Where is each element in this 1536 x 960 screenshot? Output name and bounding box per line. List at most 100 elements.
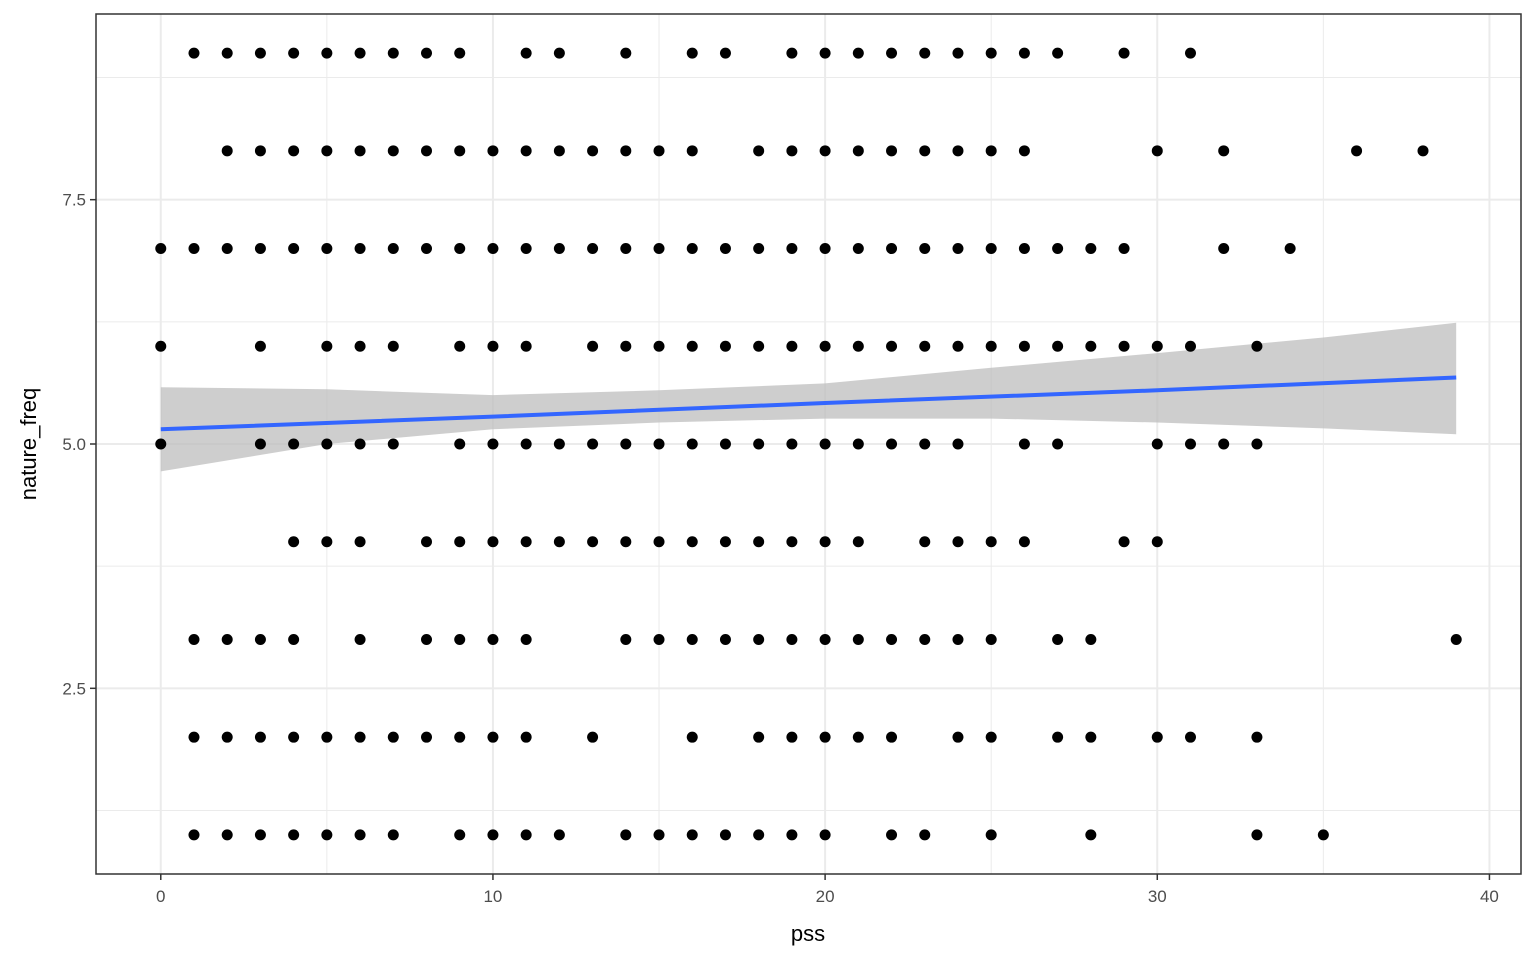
- data-point: [753, 829, 765, 841]
- data-point: [620, 145, 632, 157]
- data-point: [553, 145, 565, 157]
- data-point: [454, 145, 466, 157]
- data-point: [620, 47, 632, 59]
- data-point: [520, 438, 532, 450]
- data-point: [985, 731, 997, 743]
- x-tick-label: 0: [156, 887, 165, 906]
- data-point: [819, 731, 831, 743]
- data-point: [753, 536, 765, 548]
- data-point: [919, 243, 931, 255]
- data-point: [719, 633, 731, 645]
- data-point: [686, 243, 698, 255]
- x-tick-label: 20: [816, 887, 835, 906]
- data-point: [254, 145, 266, 157]
- data-point: [1052, 438, 1064, 450]
- data-point: [786, 340, 798, 352]
- data-point: [753, 438, 765, 450]
- data-point: [387, 731, 399, 743]
- data-point: [553, 47, 565, 59]
- data-point: [387, 243, 399, 255]
- data-point: [1118, 536, 1130, 548]
- data-point: [454, 340, 466, 352]
- data-point: [1251, 438, 1263, 450]
- data-point: [686, 340, 698, 352]
- data-point: [454, 438, 466, 450]
- data-point: [487, 438, 499, 450]
- data-point: [288, 633, 300, 645]
- data-point: [354, 633, 366, 645]
- data-point: [421, 731, 433, 743]
- data-point: [1184, 731, 1196, 743]
- data-point: [1118, 47, 1130, 59]
- data-point: [719, 536, 731, 548]
- data-point: [354, 438, 366, 450]
- data-point: [421, 633, 433, 645]
- data-point: [354, 829, 366, 841]
- data-point: [719, 438, 731, 450]
- data-point: [321, 731, 333, 743]
- x-axis-title: pss: [791, 921, 825, 946]
- data-point: [487, 829, 499, 841]
- data-point: [653, 536, 665, 548]
- data-point: [288, 47, 300, 59]
- data-point: [487, 633, 499, 645]
- data-point: [454, 633, 466, 645]
- data-point: [620, 340, 632, 352]
- data-point: [819, 340, 831, 352]
- data-point: [321, 340, 333, 352]
- data-point: [221, 243, 233, 255]
- y-axis-ticks: 2.5 5.0 7.5: [62, 191, 96, 698]
- data-point: [985, 340, 997, 352]
- data-point: [155, 340, 167, 352]
- data-point: [753, 731, 765, 743]
- data-point: [188, 731, 200, 743]
- data-point: [886, 340, 898, 352]
- data-point: [1218, 243, 1230, 255]
- data-point: [288, 731, 300, 743]
- data-point: [354, 536, 366, 548]
- data-point: [819, 47, 831, 59]
- data-point: [985, 243, 997, 255]
- data-point: [487, 145, 499, 157]
- data-point: [1251, 829, 1263, 841]
- data-point: [852, 536, 864, 548]
- data-point: [1085, 243, 1097, 255]
- data-point: [387, 145, 399, 157]
- data-point: [919, 145, 931, 157]
- data-point: [354, 47, 366, 59]
- data-point: [454, 536, 466, 548]
- data-point: [1151, 438, 1163, 450]
- data-point: [852, 731, 864, 743]
- data-point: [587, 731, 599, 743]
- data-point: [387, 438, 399, 450]
- data-point: [188, 243, 200, 255]
- data-point: [719, 243, 731, 255]
- data-point: [254, 633, 266, 645]
- data-point: [1351, 145, 1363, 157]
- confidence-band-area: [160, 322, 1457, 472]
- data-point: [620, 829, 632, 841]
- data-point: [919, 438, 931, 450]
- data-point: [1151, 340, 1163, 352]
- data-point: [254, 47, 266, 59]
- data-point: [886, 633, 898, 645]
- data-point: [952, 536, 964, 548]
- data-point: [620, 438, 632, 450]
- data-point: [1085, 633, 1097, 645]
- data-point: [952, 47, 964, 59]
- data-point: [653, 633, 665, 645]
- data-point: [852, 47, 864, 59]
- x-tick-label: 40: [1480, 887, 1499, 906]
- data-point: [288, 438, 300, 450]
- data-point: [1018, 438, 1030, 450]
- data-point: [985, 829, 997, 841]
- confidence-band: [160, 322, 1457, 472]
- x-tick-label: 10: [483, 887, 502, 906]
- data-point: [719, 829, 731, 841]
- data-point: [520, 340, 532, 352]
- data-point: [1018, 243, 1030, 255]
- data-point: [653, 340, 665, 352]
- data-point: [553, 829, 565, 841]
- x-tick-label: 30: [1148, 887, 1167, 906]
- data-point: [952, 340, 964, 352]
